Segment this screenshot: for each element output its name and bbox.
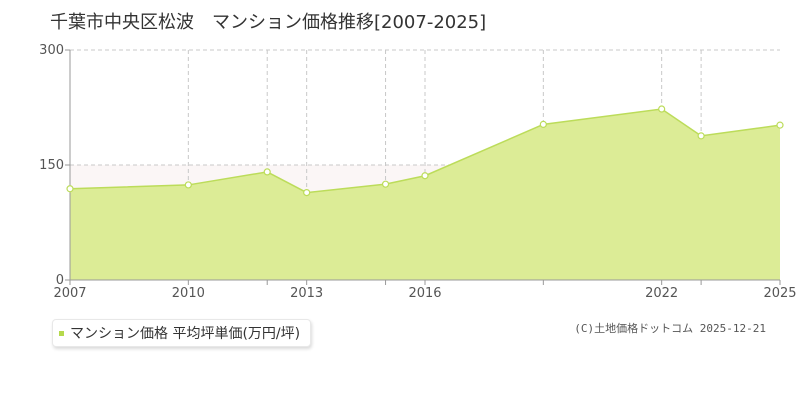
data-point (184, 181, 192, 189)
legend-label: マンション価格 平均坪単価(万円/坪) (70, 326, 301, 342)
x-tick-label: 2025 (763, 286, 796, 301)
data-point (263, 168, 271, 176)
data-point (539, 120, 547, 128)
data-point (697, 132, 705, 140)
x-tick-label: 2022 (645, 286, 678, 301)
chart-title: 千葉市中央区松波 マンション価格推移[2007-2025] (50, 12, 487, 33)
copyright-credit: (C)土地価格ドットコム 2025-12-21 (574, 322, 766, 335)
data-point (66, 185, 74, 193)
x-tick-label: 2010 (172, 286, 205, 301)
data-point (381, 180, 390, 188)
series-area (70, 109, 780, 281)
data-point (421, 172, 429, 180)
x-tick-label: 2007 (53, 286, 86, 301)
y-tick-label: 150 (39, 158, 64, 173)
y-tick-label: 300 (39, 43, 64, 58)
data-point (658, 105, 666, 113)
y-tick-label: 0 (56, 273, 64, 288)
data-point (776, 121, 784, 129)
x-tick-label: 2016 (408, 286, 441, 301)
legend: マンション価格 平均坪単価(万円/坪) (52, 319, 312, 347)
x-tick-label: 2013 (290, 286, 323, 301)
data-point (303, 189, 311, 197)
legend-swatch (59, 330, 64, 336)
series-line (69, 108, 781, 194)
